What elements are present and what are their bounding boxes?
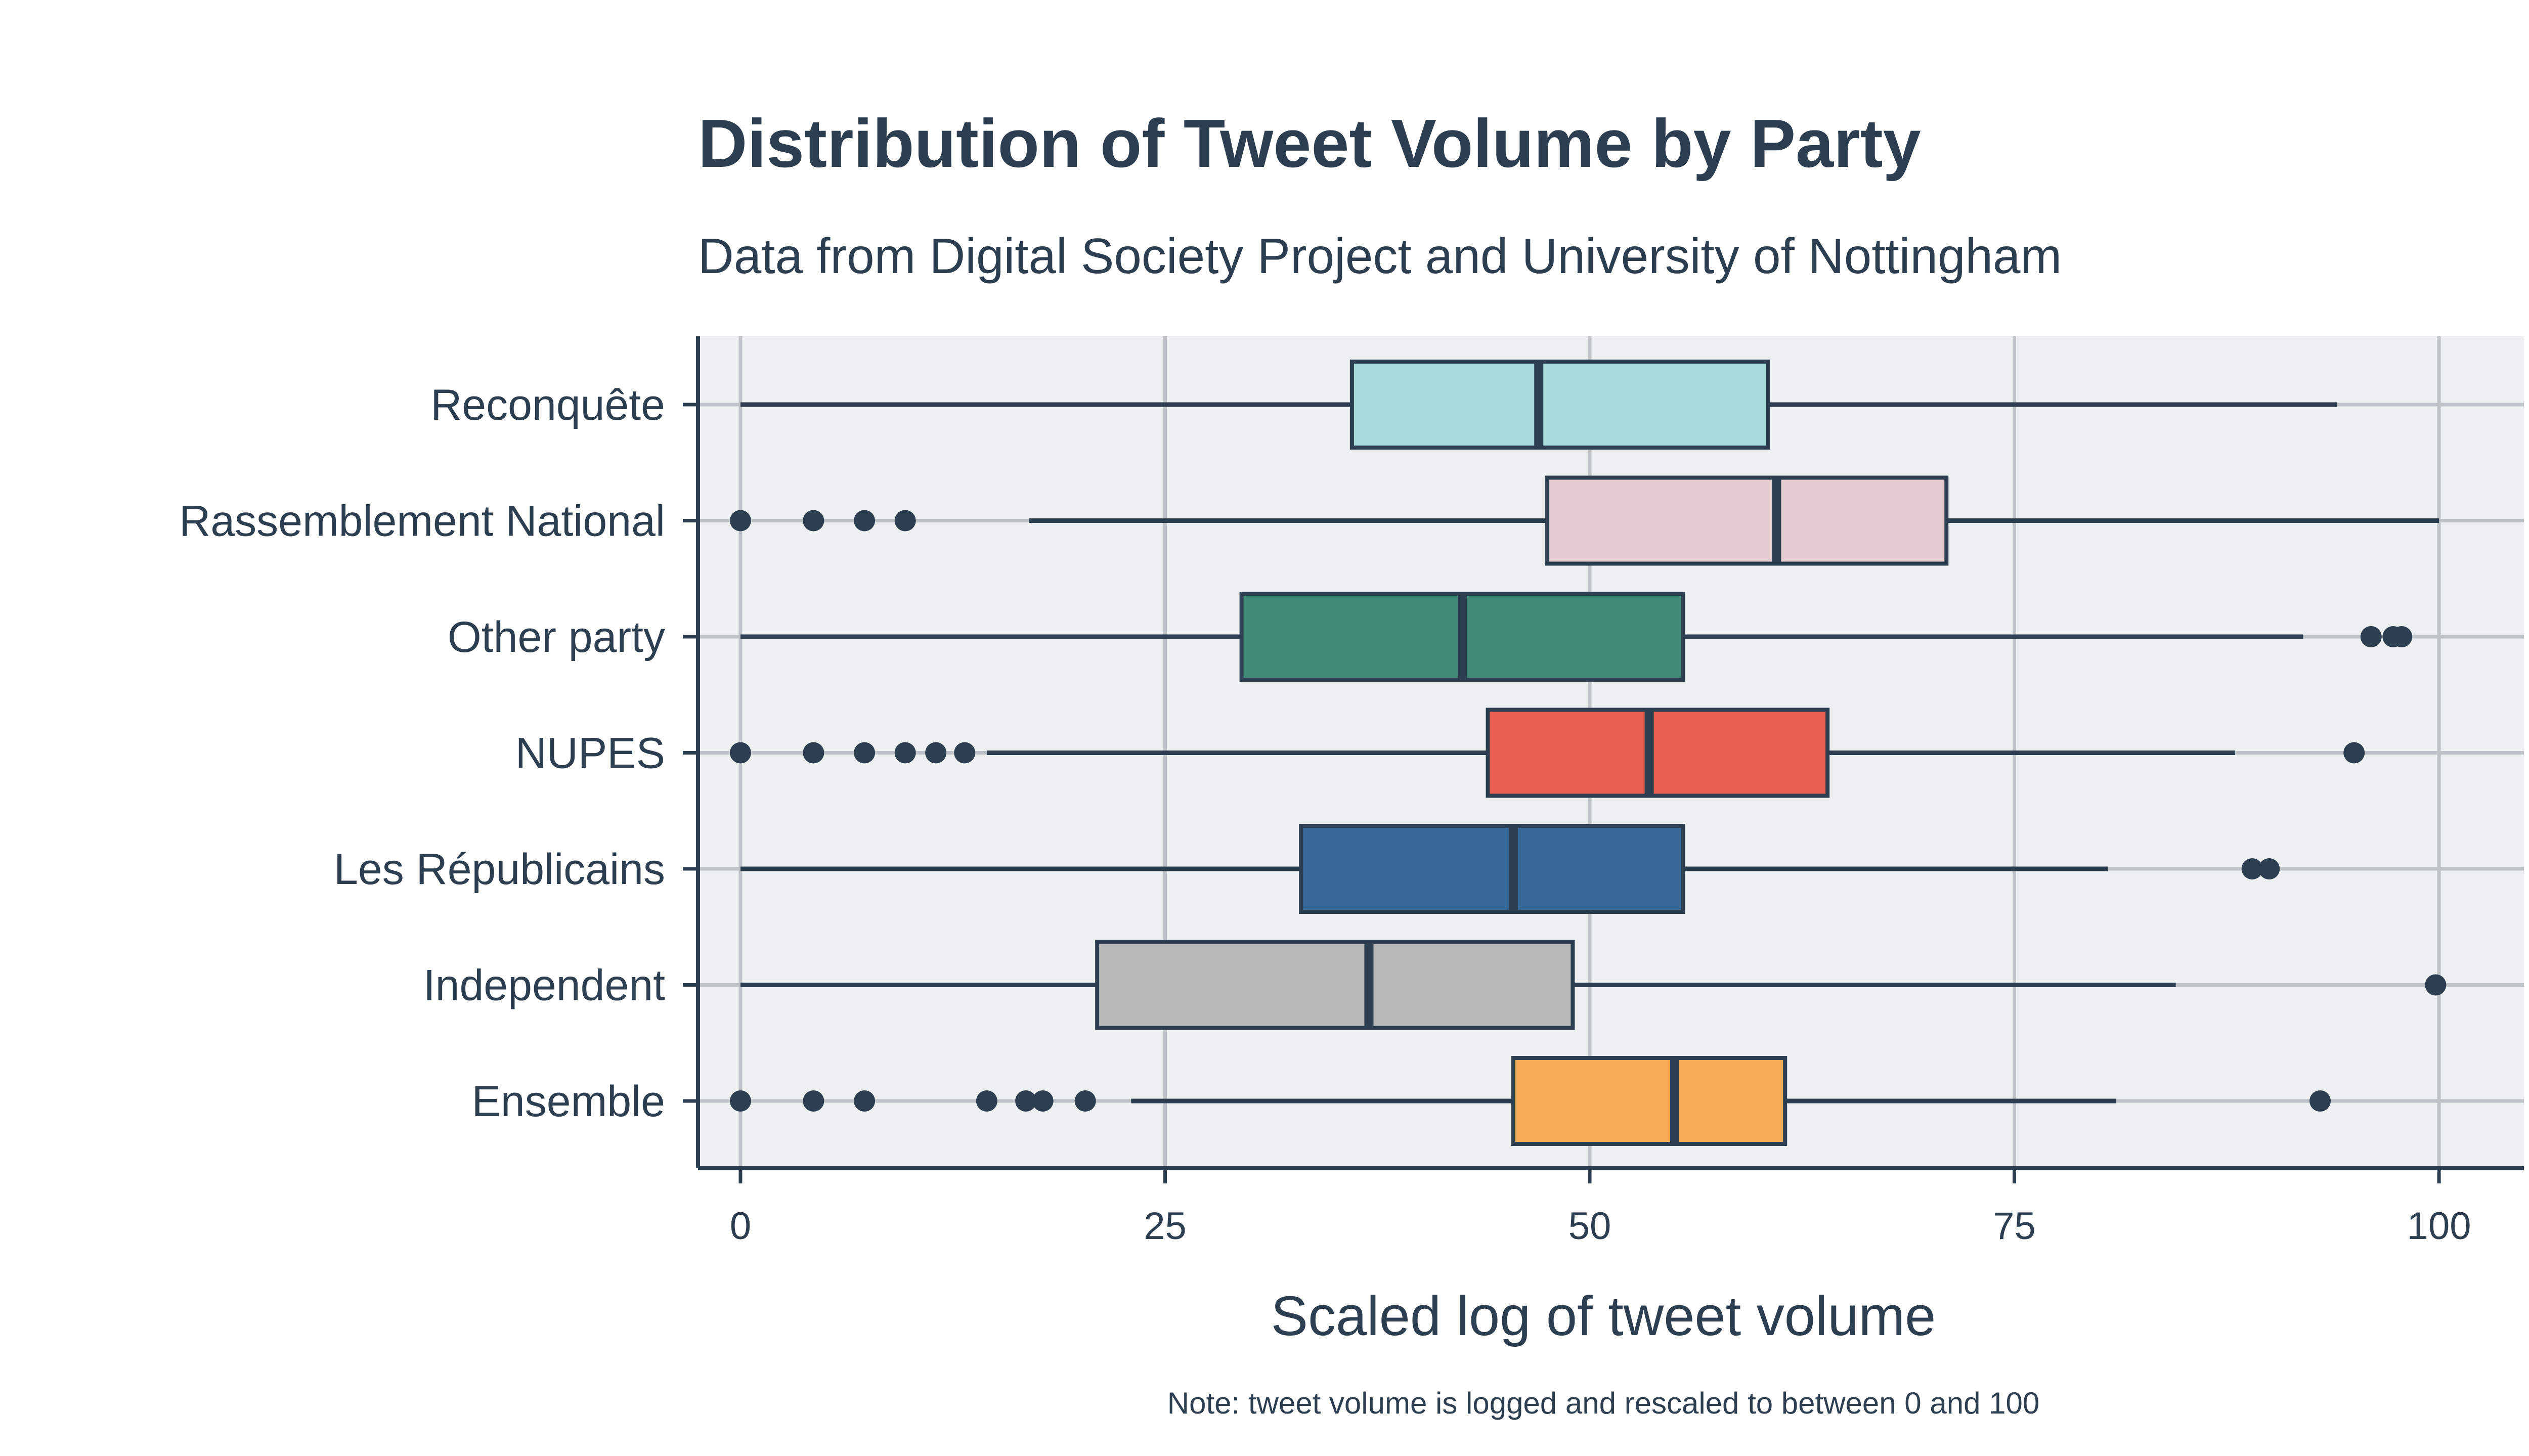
box-group: [740, 360, 2337, 450]
iqr-box: [1545, 475, 1949, 566]
outlier-point: [1015, 1090, 1037, 1112]
y-tick-label: Reconquête: [430, 381, 665, 429]
y-tick-label: Independent: [423, 961, 665, 1010]
chart-title: Distribution of Tweet Volume by Party: [698, 105, 1921, 182]
box-group: [740, 824, 2280, 914]
y-tick-label: Rassemblement National: [179, 497, 665, 546]
iqr-box: [1486, 708, 1830, 798]
outlier-point: [803, 510, 824, 532]
iqr-box: [1299, 824, 1685, 914]
outlier-point: [2258, 858, 2280, 879]
box-group: [729, 475, 2439, 566]
outlier-point: [854, 742, 876, 764]
outlier-point: [2360, 626, 2382, 647]
x-tick-label: 50: [1568, 1205, 1611, 1248]
outlier-point: [803, 742, 824, 764]
y-tick-label: NUPES: [515, 729, 665, 778]
axes: Reconquête Rassemblement National Other pa…: [179, 336, 2524, 1248]
outlier-point: [1074, 1090, 1096, 1112]
outlier-point: [803, 1090, 824, 1112]
outlier-point: [894, 510, 916, 532]
box-group: [729, 708, 2365, 798]
outlier-point: [894, 742, 916, 764]
outlier-point: [729, 742, 751, 764]
y-tick-label: Other party: [448, 613, 665, 661]
chart-note: Note: tweet volume is logged and rescale…: [1167, 1386, 2039, 1420]
outlier-point: [954, 742, 976, 764]
y-tick-label: Ensemble: [472, 1077, 665, 1126]
iqr-box: [1095, 940, 1575, 1030]
outlier-point: [854, 1090, 876, 1112]
outlier-point: [729, 1090, 751, 1112]
x-tick-label: 0: [730, 1205, 751, 1248]
box-group: [740, 592, 2413, 682]
box-group: [729, 1056, 2331, 1146]
iqr-box: [1511, 1056, 1787, 1146]
outlier-point: [2425, 974, 2447, 996]
x-tick-label: 25: [1144, 1205, 1187, 1248]
iqr-box: [1349, 360, 1770, 450]
x-axis-label: Scaled log of tweet volume: [1271, 1285, 1936, 1347]
outlier-point: [1032, 1090, 1054, 1112]
outlier-point: [976, 1090, 997, 1112]
plot-area: Reconquête Rassemblement National Other pa…: [179, 336, 2524, 1248]
chart-subtitle: Data from Digital Society Project and Un…: [698, 228, 2062, 284]
x-tick-label: 75: [1993, 1205, 2036, 1248]
outlier-point: [729, 510, 751, 532]
outlier-point: [2343, 742, 2365, 764]
box-group: [740, 940, 2447, 1030]
outlier-point: [2391, 626, 2413, 647]
x-tick-label: 100: [2407, 1205, 2471, 1248]
y-tick-label: Les Républicains: [334, 845, 665, 894]
box-series: [729, 360, 2447, 1146]
outlier-point: [2309, 1090, 2331, 1112]
outlier-point: [854, 510, 876, 532]
outlier-point: [925, 742, 947, 764]
outlier-point: [2241, 858, 2263, 879]
